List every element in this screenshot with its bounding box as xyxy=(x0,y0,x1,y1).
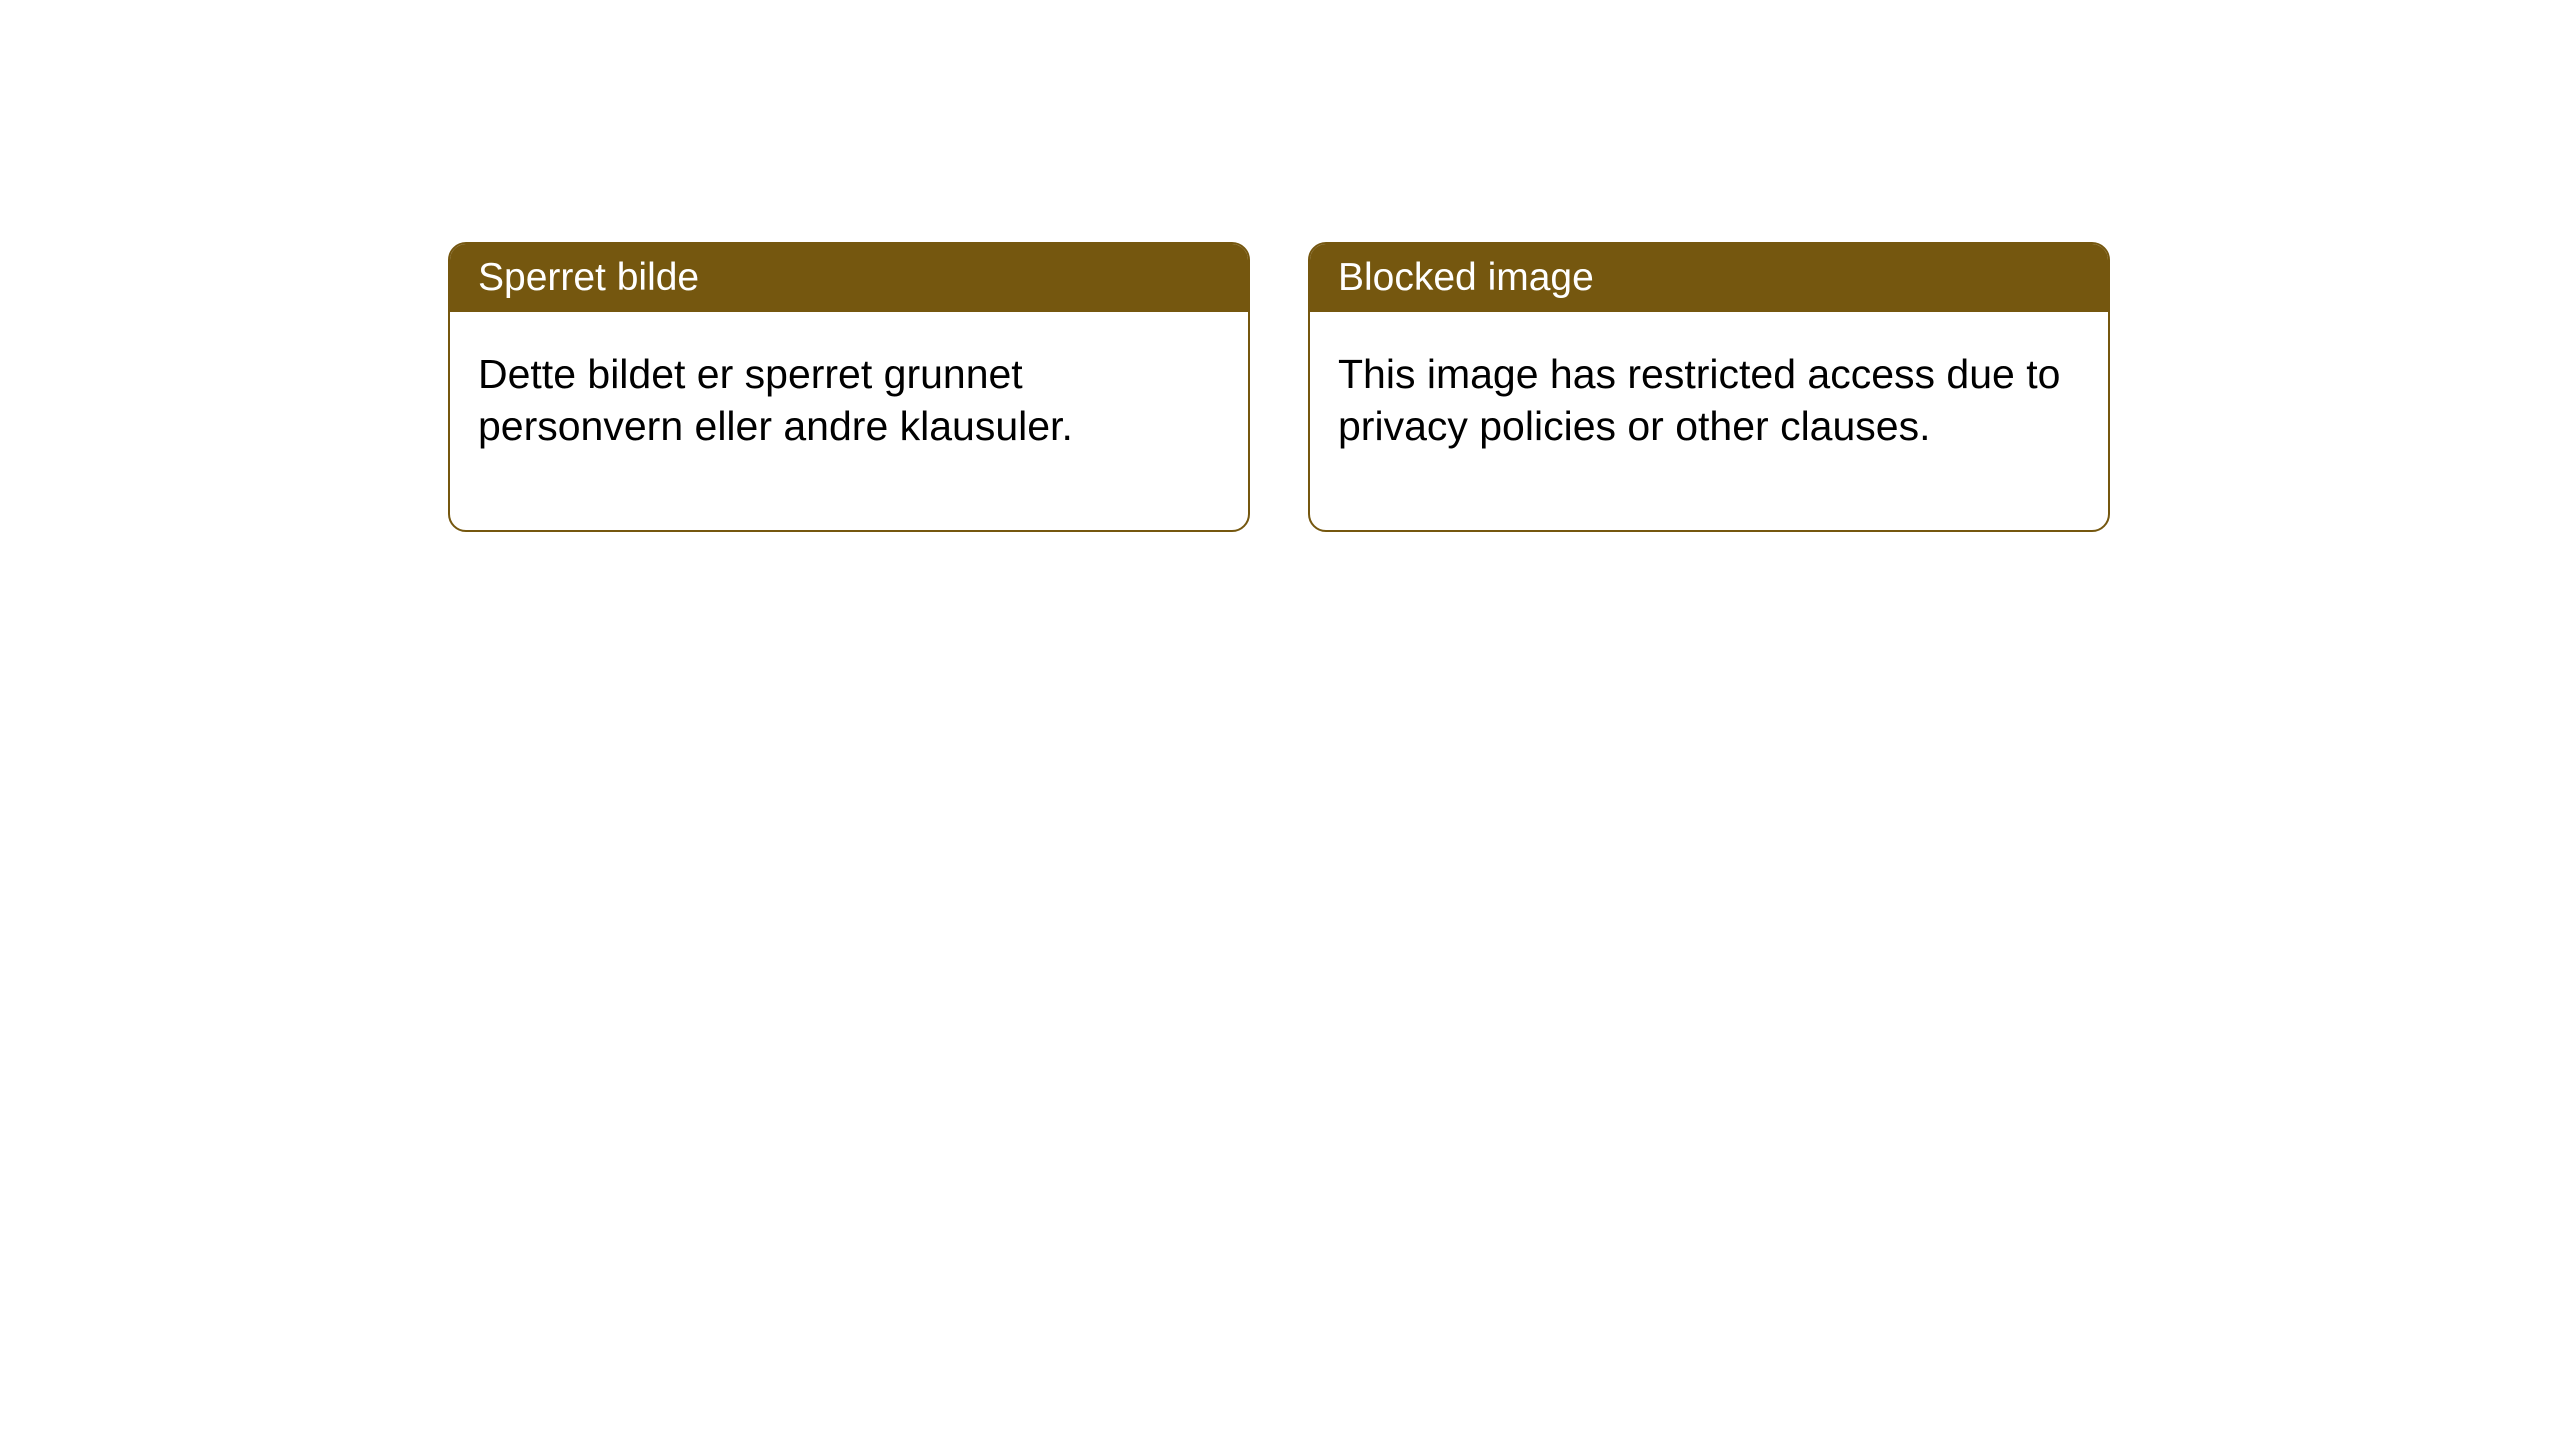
notice-card-english: Blocked image This image has restricted … xyxy=(1308,242,2110,532)
notice-text-norwegian: Dette bildet er sperret grunnet personve… xyxy=(478,351,1073,449)
notice-text-english: This image has restricted access due to … xyxy=(1338,351,2060,449)
notice-card-norwegian: Sperret bilde Dette bildet er sperret gr… xyxy=(448,242,1250,532)
notice-body-english: This image has restricted access due to … xyxy=(1310,312,2108,530)
notice-header-english: Blocked image xyxy=(1310,244,2108,312)
notice-title-norwegian: Sperret bilde xyxy=(478,256,699,299)
notice-title-english: Blocked image xyxy=(1338,256,1594,299)
notice-body-norwegian: Dette bildet er sperret grunnet personve… xyxy=(450,312,1248,530)
notice-header-norwegian: Sperret bilde xyxy=(450,244,1248,312)
blocked-image-notices: Sperret bilde Dette bildet er sperret gr… xyxy=(448,242,2110,532)
